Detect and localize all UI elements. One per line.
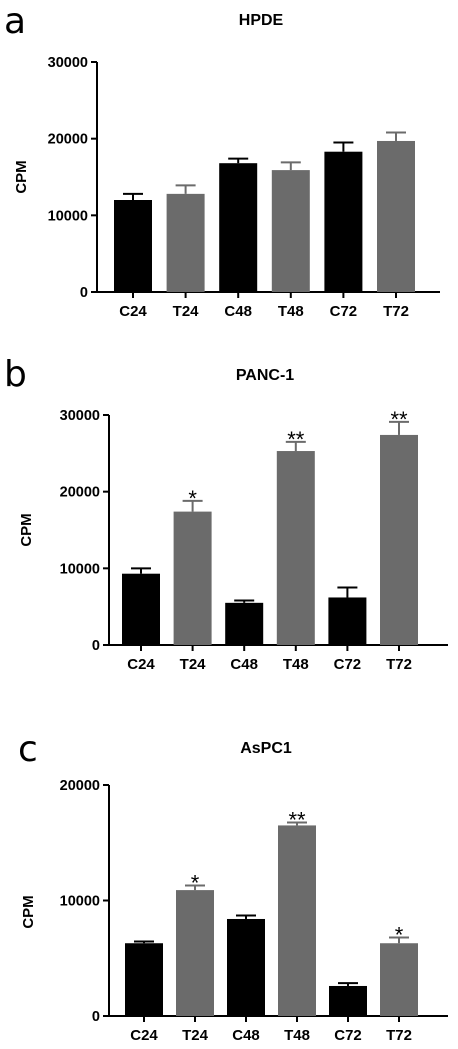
x-tick-label: T24 (182, 1027, 209, 1044)
bar-c24 (122, 573, 160, 645)
x-tick-label: T72 (383, 303, 409, 320)
chart-title: PANC-1 (236, 367, 294, 384)
bar-t24 (166, 193, 205, 292)
chart-panel-a: a HPDE CPM 0 10000 20000 30000 C24 T24 C48 T48 C… (0, 0, 458, 345)
x-tick-label: C48 (224, 303, 252, 320)
panel-letter: b (4, 354, 27, 395)
significance-marker: ** (288, 808, 306, 833)
bar-c48 (219, 163, 258, 292)
y-tick-label: 10000 (60, 894, 100, 910)
bar-c48 (227, 918, 265, 1016)
y-tick-label: 10000 (48, 208, 88, 224)
bar-c24 (114, 200, 152, 292)
y-axis-label: CPM (18, 513, 35, 546)
panel-letter: a (4, 1, 26, 42)
chart-svg-c: c AsPC1 CPM 0 10000 20000 C24 T24 * C48 T48 ** C7… (18, 729, 448, 1044)
x-tick-label: C72 (330, 303, 358, 320)
x-tick-label: T24 (173, 303, 200, 320)
x-tick-label: C24 (130, 1027, 158, 1044)
y-tick-label: 0 (92, 1009, 100, 1025)
x-tick-label: C72 (334, 656, 362, 673)
panel-letter: c (18, 729, 38, 770)
y-axis-label: CPM (13, 160, 30, 193)
x-tick-label: C24 (119, 303, 147, 320)
x-tick-label: T48 (278, 303, 304, 320)
y-tick-label: 20000 (60, 485, 100, 501)
y-axis-label: CPM (20, 895, 37, 928)
chart-title: HPDE (239, 12, 284, 29)
bar-c72 (328, 597, 367, 645)
x-tick-label: T72 (386, 1027, 412, 1044)
bar-c72 (329, 985, 367, 1016)
bar-t48 (276, 451, 315, 645)
significance-marker: * (395, 922, 404, 947)
chart-svg-b: b PANC-1 CPM 0 10000 20000 30000 C24 T24 * C48 T… (4, 354, 448, 673)
chart-title: AsPC1 (240, 740, 292, 757)
chart-svg-a: a HPDE CPM 0 10000 20000 30000 C24 T24 C48 T48 C… (4, 1, 440, 320)
x-tick-label: T48 (283, 656, 309, 673)
bar-t72 (380, 434, 418, 645)
chart-panel-c: c AsPC1 CPM 0 10000 20000 C24 T24 * C48 T48 ** C7… (0, 690, 458, 1049)
significance-marker: * (191, 870, 200, 895)
bar-t72 (380, 943, 418, 1016)
x-tick-label: T72 (386, 656, 412, 673)
significance-marker: ** (390, 407, 408, 432)
y-tick-label: 30000 (60, 408, 100, 424)
x-tick-label: C24 (127, 656, 155, 673)
bar-t48 (271, 170, 310, 292)
y-tick-label: 30000 (48, 55, 88, 71)
chart-panel-b: b PANC-1 CPM 0 10000 20000 30000 C24 T24 * C48 T… (0, 345, 458, 690)
x-tick-label: C72 (334, 1027, 362, 1044)
y-tick-label: 0 (92, 638, 100, 654)
x-tick-label: C48 (230, 656, 258, 673)
y-tick-label: 20000 (48, 132, 88, 148)
bar-t24 (173, 511, 212, 645)
bar-c48 (225, 602, 264, 645)
bar-t48 (278, 825, 316, 1016)
y-tick-label: 10000 (60, 561, 100, 577)
significance-marker: * (188, 486, 197, 511)
bar-c24 (125, 943, 163, 1016)
significance-marker: ** (287, 427, 305, 452)
x-tick-label: T48 (284, 1027, 310, 1044)
bar-c72 (324, 151, 363, 292)
y-tick-label: 20000 (60, 778, 100, 794)
bar-t72 (377, 140, 415, 292)
y-tick-label: 0 (80, 285, 88, 301)
x-tick-label: T24 (180, 656, 207, 673)
bar-t24 (176, 890, 214, 1016)
x-tick-label: C48 (232, 1027, 260, 1044)
